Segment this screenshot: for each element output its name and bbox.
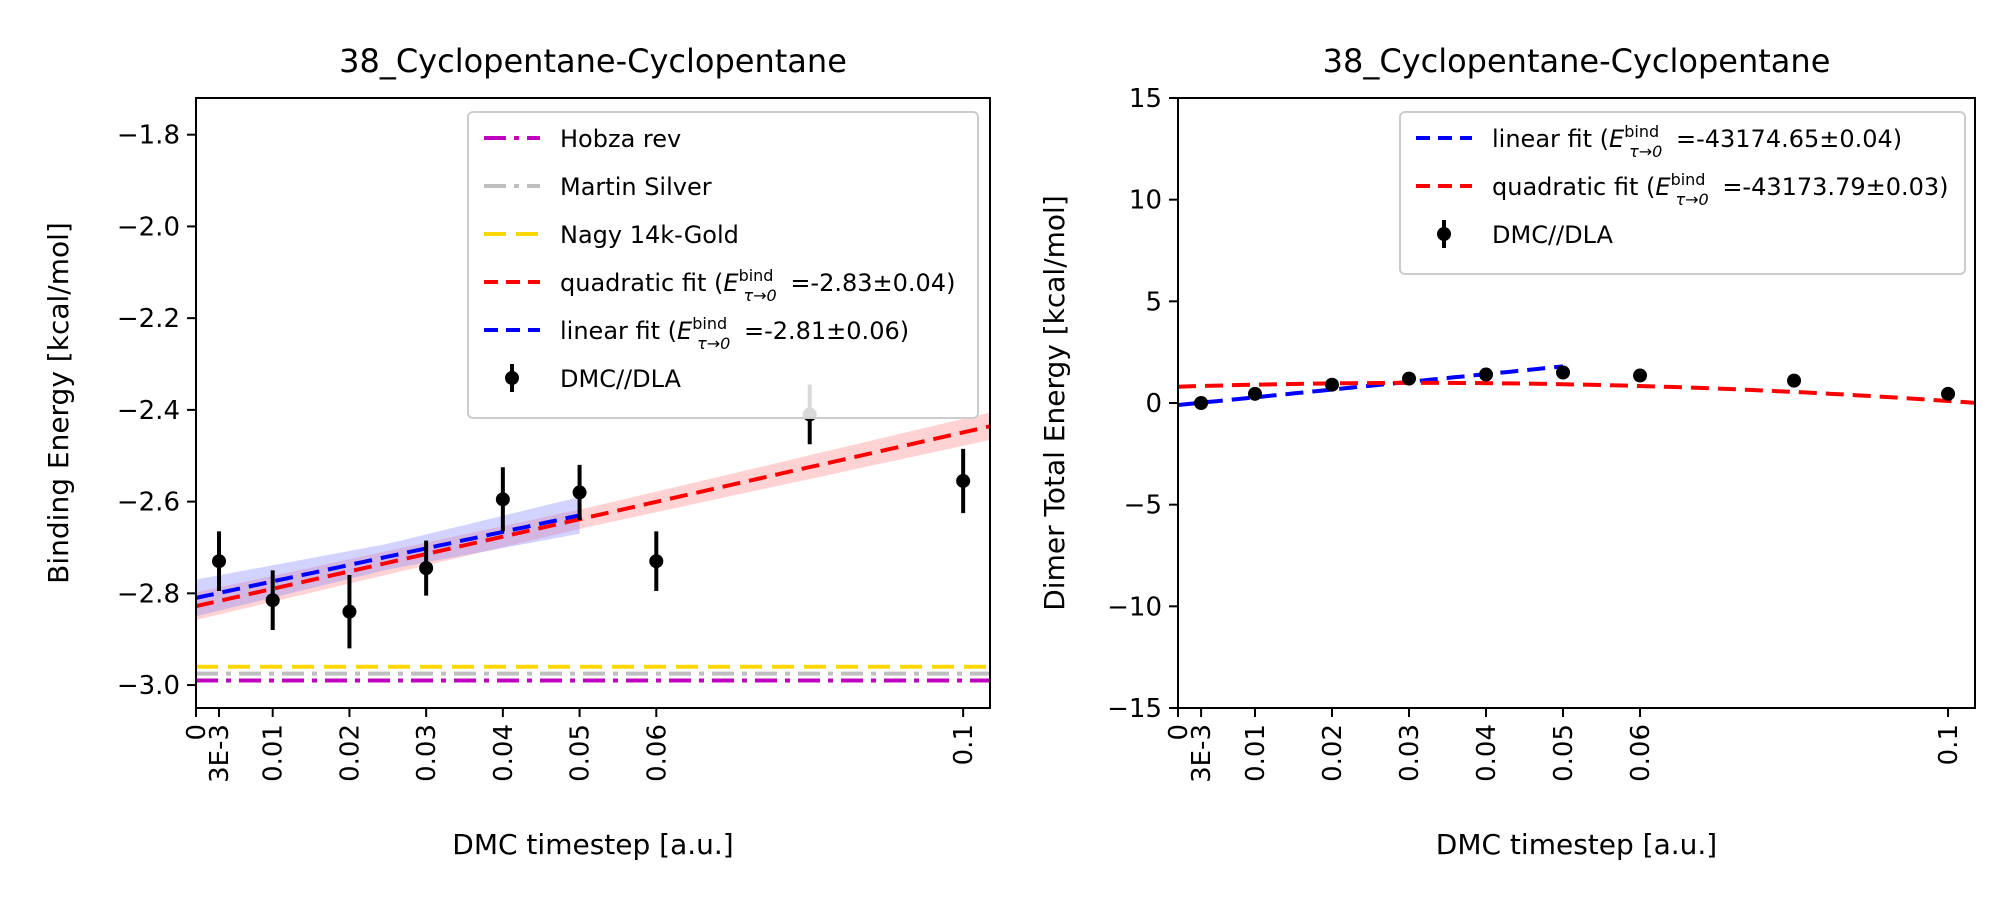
legend-entry: linear fit (Ebind τ→0 =-2.81±0.06)	[484, 314, 909, 353]
legend-entry: quadratic fit (Ebind τ→0 =-2.83±0.04)	[484, 266, 955, 305]
x-axis-label: DMC timestep [a.u.]	[1436, 828, 1717, 861]
legend-label: linear fit (Ebind τ→0 =-43174.65±0.04)	[1492, 122, 1902, 161]
x-tick-label: 0.02	[335, 724, 365, 782]
axes-frame	[195, 97, 991, 709]
legend-label: linear fit (Ebind τ→0 =-2.81±0.06)	[560, 314, 909, 353]
x-tick-label: 0.01	[1241, 724, 1271, 782]
x-tick-label: 0.06	[642, 724, 672, 782]
data-point	[1194, 396, 1209, 410]
data-point	[1941, 386, 1956, 401]
data-point	[1787, 373, 1802, 388]
legend-entry: DMC//DLA	[505, 364, 682, 393]
data-point	[1556, 365, 1571, 380]
x-tick-label: 0.04	[1472, 724, 1502, 782]
chart-title: 38_Cyclopentane-Cyclopentane	[339, 42, 847, 80]
y-tick-label: −2.8	[117, 579, 180, 609]
y-tick-label: −10	[1107, 592, 1162, 622]
legend-box	[1399, 111, 1966, 275]
y-tick-label: 10	[1129, 186, 1162, 216]
chart-title: 38_Cyclopentane-Cyclopentane	[1323, 42, 1831, 80]
y-tick-label: −5	[1124, 491, 1162, 521]
plot-area	[1178, 364, 1975, 410]
fit-line	[1178, 364, 1564, 407]
legend: Hobza rev Martin Silver Nagy 14k-Gold quadr…	[467, 111, 979, 419]
y-tick-label: −15	[1107, 694, 1162, 724]
y-tick-label: −2.0	[117, 212, 180, 242]
data-point	[495, 492, 510, 507]
fit-line	[1178, 380, 1975, 405]
x-tick-label: 0.05	[566, 724, 596, 782]
data-point	[265, 593, 280, 608]
legend-label: DMC//DLA	[1492, 221, 1614, 249]
x-tick-label: 0	[182, 724, 212, 741]
x-tick-label: 0	[1164, 724, 1194, 741]
x-tick-label: 3E-3	[1187, 724, 1217, 783]
data-point	[342, 604, 357, 619]
legend-label: DMC//DLA	[560, 365, 682, 393]
fit-line	[196, 424, 990, 609]
data-point	[419, 561, 434, 576]
chart-panel-1: −3.0 −2.8 −2.6 −2.4 −2.2 −2.0 −1.8 03E-3 0.01 0.0…	[42, 42, 991, 861]
legend-label: Hobza rev	[560, 125, 681, 153]
legend-entry: Nagy 14k-Gold	[484, 221, 739, 249]
x-tick-label: 0.02	[1318, 724, 1348, 782]
data-point	[1633, 368, 1648, 383]
y-tick-label: −3.0	[117, 671, 180, 701]
legend-entry: linear fit (Ebind τ→0 =-43174.65±0.04)	[1416, 122, 1902, 161]
legend-label: Nagy 14k-Gold	[560, 221, 739, 249]
data-point	[956, 473, 971, 488]
legend-entry: DMC//DLA	[1437, 220, 1614, 249]
x-tick-label: 0.06	[1626, 724, 1656, 782]
y-tick-label: 15	[1129, 84, 1162, 114]
x-tick-label: 0.03	[412, 724, 442, 782]
y-tick-label: 0	[1145, 389, 1162, 419]
y-axis-label: Binding Energy [kcal/mol]	[42, 222, 75, 584]
x-tick-label: 0.05	[1549, 724, 1579, 782]
legend-label: Martin Silver	[560, 173, 712, 201]
data-point	[212, 554, 227, 569]
x-tick-label: 0.01	[259, 724, 289, 782]
data-point	[572, 485, 587, 500]
x-tick-label: 0.1	[949, 724, 979, 765]
data-point	[1479, 367, 1494, 382]
x-tick-label: 3E-3	[205, 724, 235, 783]
x-tick-label: 0.04	[489, 724, 519, 782]
y-tick-label: −1.8	[117, 121, 180, 151]
fit-line	[196, 513, 580, 600]
x-axis-label: DMC timestep [a.u.]	[452, 828, 733, 861]
legend-entry: quadratic fit (Ebind τ→0 =-43173.79±0.03)	[1416, 170, 1949, 209]
data-point	[649, 554, 664, 569]
y-tick-label: 5	[1145, 287, 1162, 317]
y-tick-label: −2.4	[117, 396, 180, 426]
legend-label: quadratic fit (Ebind τ→0 =-43173.79±0.03)	[1492, 170, 1949, 209]
legend: linear fit (Ebind τ→0 =-43174.65±0.04) qua…	[1399, 111, 1966, 275]
legend-entry: Hobza rev	[484, 125, 681, 153]
legend-box	[467, 111, 979, 419]
x-tick-label: 0.03	[1395, 724, 1425, 782]
y-tick-label: −2.2	[117, 304, 180, 334]
y-axis-label: Dimer Total Energy [kcal/mol]	[1038, 195, 1071, 611]
legend-entry: Martin Silver	[484, 173, 712, 201]
data-point	[1248, 386, 1263, 401]
y-tick-label: −2.6	[117, 488, 180, 518]
plot-area	[196, 384, 990, 683]
legend-swatch-marker	[1437, 227, 1451, 241]
data-point	[1325, 377, 1340, 392]
x-tick-label: 0.1	[1934, 724, 1964, 765]
legend-label: quadratic fit (Ebind τ→0 =-2.83±0.04)	[560, 266, 955, 305]
legend-swatch-marker	[505, 371, 519, 385]
data-point	[1402, 371, 1417, 386]
